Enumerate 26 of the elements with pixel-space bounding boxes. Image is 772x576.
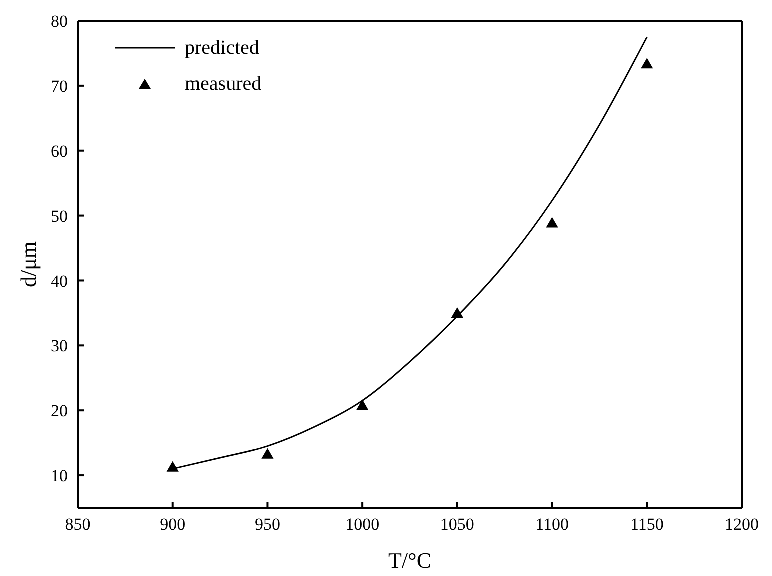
point [641,58,654,69]
y-tick-label: 30 [51,336,68,356]
point [262,448,274,459]
y-tick-label: 50 [51,206,68,226]
x-tick-label: 1200 [725,515,759,534]
y-tick-label: 70 [51,76,68,96]
x-tick-label: 950 [254,515,280,534]
x-tick-label: 850 [65,515,91,534]
x-tick-label: 1050 [440,515,474,534]
y-tick-label: 60 [51,142,68,161]
x-tick-label: 1100 [536,515,569,534]
legend-label: measured [185,72,262,96]
point [546,217,558,228]
x-axis-title: T/°C [388,548,432,573]
y-tick-label: 20 [51,402,68,421]
x-tick-label: 900 [160,515,186,534]
y-tick-label: 40 [51,272,68,291]
point [356,400,369,410]
y-axis-title: d/μm [16,241,41,288]
y-tick-label: 80 [51,12,68,32]
point [451,307,464,318]
legend-label: predicted [185,36,260,60]
y-tick-label: 10 [51,466,68,486]
point [166,461,179,472]
x-tick-label: 1000 [346,515,380,534]
x-tick-label: 1150 [630,515,664,534]
